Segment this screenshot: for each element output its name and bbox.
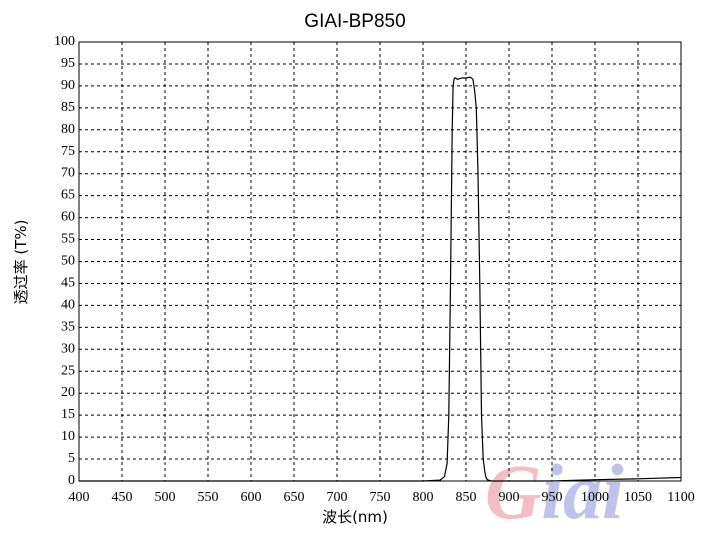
x-tick-label-650: 650 <box>284 490 305 505</box>
chart-title: GIAI-BP850 <box>304 11 405 32</box>
series-line-0 <box>79 76 682 482</box>
y-tick-label-35: 35 <box>61 319 75 334</box>
x-tick-label-550: 550 <box>198 490 219 505</box>
watermark-text: Giai <box>485 448 624 533</box>
y-tick-label-65: 65 <box>61 188 75 203</box>
x-axis-ticks: 400 450 500 550 600 650 700 750 800 850 900 950 1000… <box>69 490 695 505</box>
y-tick-label-40: 40 <box>61 297 75 312</box>
x-axis-label: 波长(nm) <box>322 508 388 526</box>
x-tick-label-500: 500 <box>155 490 176 505</box>
y-tick-label-20: 20 <box>61 385 75 400</box>
x-tick-label-1100: 1100 <box>667 490 694 505</box>
y-tick-label-5: 5 <box>68 451 75 466</box>
y-tick-label-30: 30 <box>61 341 75 356</box>
y-axis-label: 透过率 (T%) <box>12 220 30 305</box>
x-tick-label-850: 850 <box>456 490 477 505</box>
y-tick-label-95: 95 <box>61 56 75 71</box>
x-tick-label-700: 700 <box>327 490 348 505</box>
y-tick-label-25: 25 <box>61 363 75 378</box>
y-tick-label-90: 90 <box>61 78 75 93</box>
y-tick-label-80: 80 <box>61 122 75 137</box>
y-tick-label-10: 10 <box>61 429 75 444</box>
x-tick-label-450: 450 <box>112 490 133 505</box>
y-tick-label-55: 55 <box>61 232 75 247</box>
x-tick-label-600: 600 <box>241 490 262 505</box>
x-tick-label-950: 950 <box>542 490 563 505</box>
y-axis-ticks: 0 5 10 15 20 25 30 35 40 45 50 55 60 65 70 75 80 85 90 95 10… <box>54 34 75 488</box>
y-tick-label-85: 85 <box>61 100 75 115</box>
watermark: Giai <box>485 448 624 533</box>
y-tick-label-0: 0 <box>68 473 75 488</box>
x-tick-label-900: 900 <box>499 490 520 505</box>
grid <box>79 42 681 481</box>
series-layer <box>79 76 682 482</box>
y-tick-label-100: 100 <box>54 34 75 49</box>
y-tick-label-75: 75 <box>61 144 75 159</box>
x-tick-label-400: 400 <box>69 490 90 505</box>
x-tick-label-800: 800 <box>413 490 434 505</box>
x-tick-label-1000: 1000 <box>581 490 609 505</box>
y-tick-label-70: 70 <box>61 166 75 181</box>
y-tick-label-45: 45 <box>61 275 75 290</box>
y-tick-label-60: 60 <box>61 210 75 225</box>
x-tick-label-750: 750 <box>370 490 391 505</box>
y-tick-label-50: 50 <box>61 254 75 269</box>
y-tick-label-15: 15 <box>61 407 75 422</box>
x-tick-label-1050: 1050 <box>624 490 652 505</box>
